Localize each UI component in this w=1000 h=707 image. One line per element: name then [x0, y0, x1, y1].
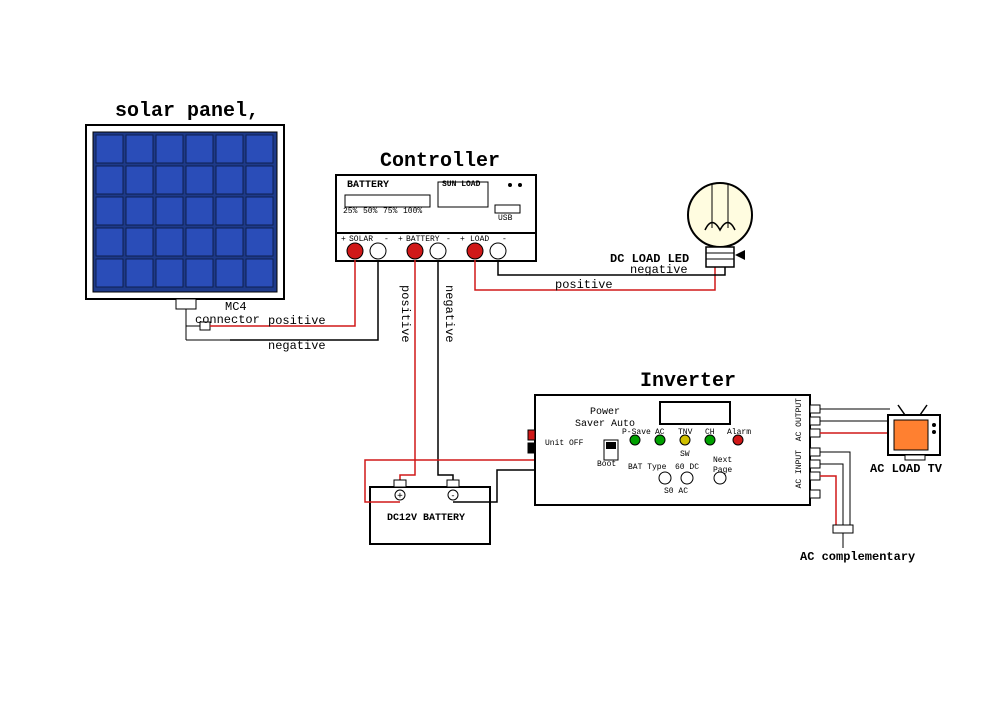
- next-label: Next: [713, 456, 732, 465]
- dc12v-label: DC12V BATTERY: [387, 513, 465, 524]
- unit-off: Unit OFF: [545, 439, 583, 448]
- boot: Boot: [597, 460, 616, 469]
- tnv-led: TNV: [678, 428, 692, 437]
- usb-label: USB: [498, 214, 512, 223]
- mc4-label: MC4: [225, 300, 247, 314]
- load-minus: -: [502, 235, 507, 244]
- battery-label: BATTERY: [347, 180, 389, 191]
- batt-plus: +: [398, 235, 403, 244]
- ac-led: AC: [655, 428, 665, 437]
- solar-term: SOLAR: [349, 235, 373, 244]
- load-positive: positive: [555, 278, 613, 292]
- ac-input-label: AC INPUT: [795, 450, 804, 488]
- pct50: 50%: [363, 207, 377, 216]
- pct25: 25%: [343, 207, 357, 216]
- load-plus: +: [460, 235, 465, 244]
- connector-label: connector: [195, 313, 260, 327]
- pct100: 100%: [403, 207, 422, 216]
- s0ac: S0 AC: [664, 487, 688, 496]
- light-bulb-icon: [688, 183, 752, 267]
- svg-text:-: -: [450, 491, 455, 501]
- sw-label: SW: [680, 450, 690, 459]
- batt-wire-negative: negative: [442, 285, 456, 343]
- load-term: LOAD: [470, 235, 489, 244]
- tv-icon: [888, 405, 940, 460]
- sixty-dc: 60 DC: [675, 463, 699, 472]
- sun-load-label: SUN LOAD: [442, 180, 480, 189]
- solar-plus: +: [341, 235, 346, 244]
- controller-title: Controller: [380, 150, 500, 173]
- solar-minus: -: [384, 235, 389, 244]
- panel-negative: negative: [268, 339, 326, 353]
- solar-panel-title: solar panel,: [115, 100, 259, 123]
- ac-load-tv: AC LOAD TV: [870, 462, 942, 476]
- panel-positive: positive: [268, 314, 326, 328]
- ch-led: CH: [705, 428, 715, 437]
- psave: P-Save: [622, 428, 651, 437]
- batt-minus: -: [446, 235, 451, 244]
- battery-box: + -: [370, 480, 490, 544]
- solar-panel: [86, 125, 284, 340]
- battery-term: BATTERY: [406, 235, 440, 244]
- inverter-title: Inverter: [640, 370, 736, 393]
- svg-text:+: +: [397, 491, 403, 501]
- pct75: 75%: [383, 207, 397, 216]
- ac-complementary: AC complementary: [800, 550, 915, 564]
- load-negative: negative: [630, 263, 688, 277]
- ac-output-label: AC OUTPUT: [795, 398, 804, 441]
- page-label: Page: [713, 466, 732, 475]
- bat-type: BAT Type: [628, 463, 666, 472]
- power-label: Power: [590, 407, 620, 418]
- batt-wire-positive: positive: [398, 285, 412, 343]
- alarm-led: Alarm: [727, 428, 751, 437]
